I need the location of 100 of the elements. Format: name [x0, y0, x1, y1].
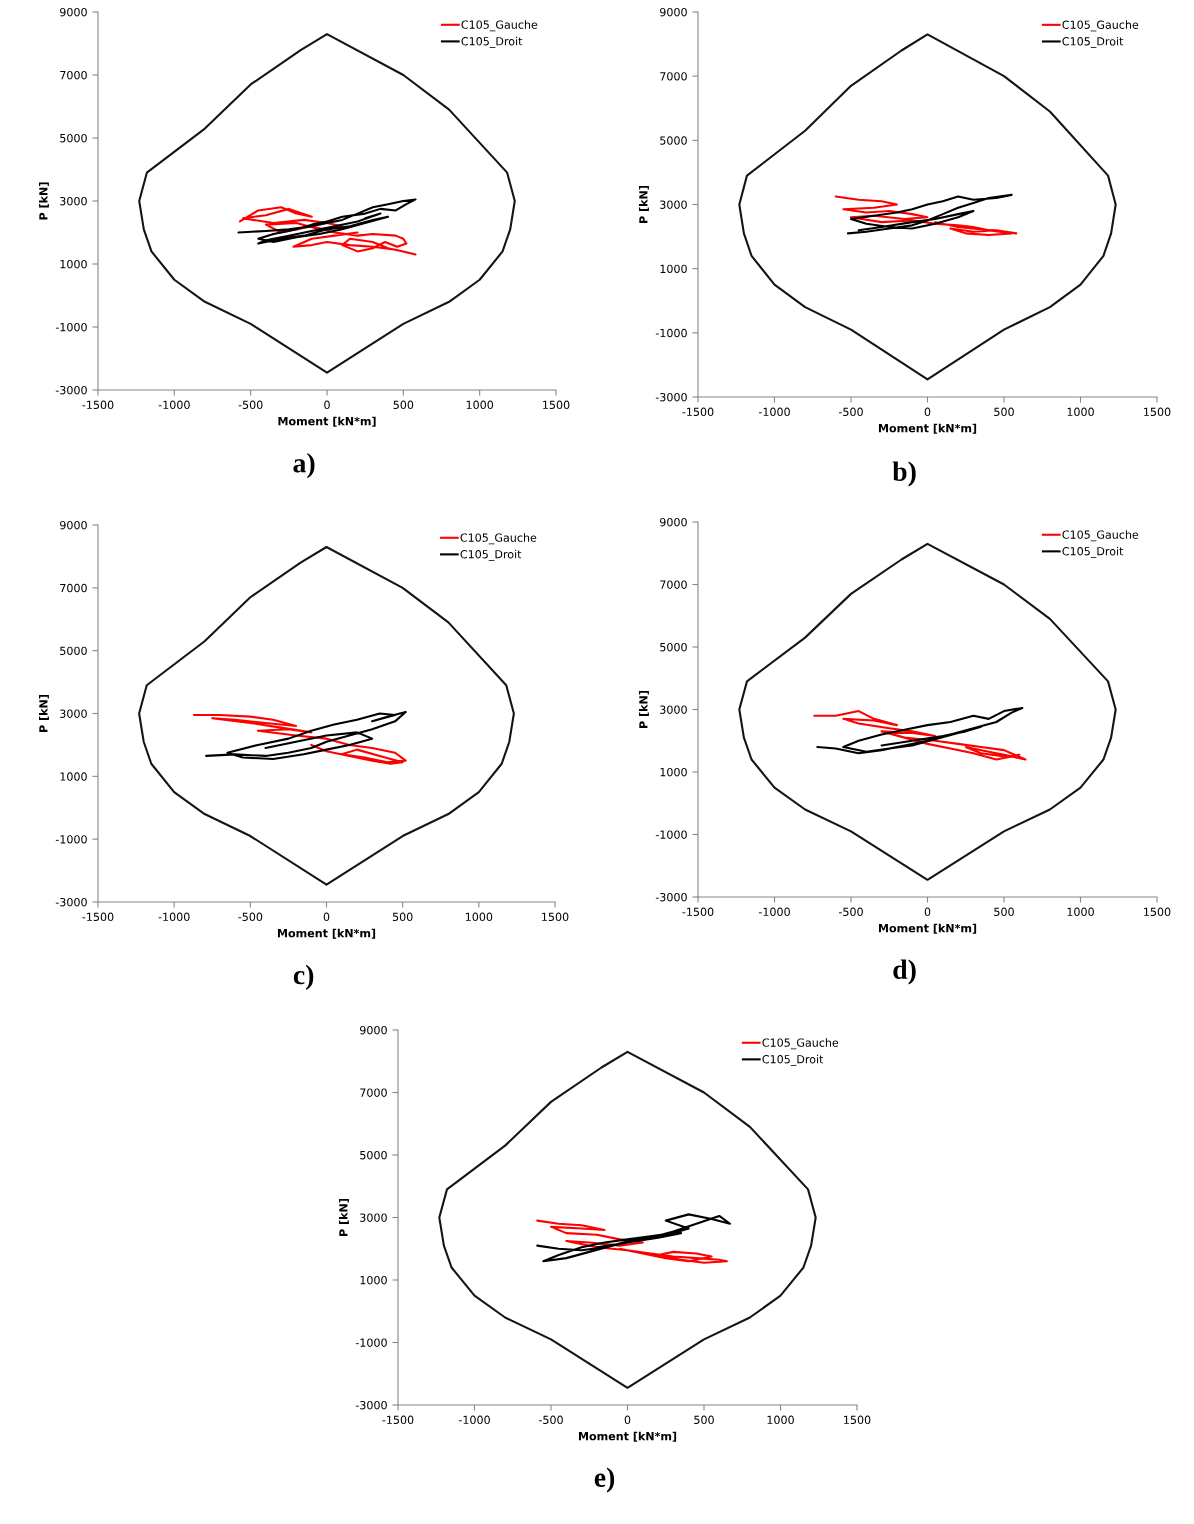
y-tick-label: -3000	[655, 392, 687, 402]
y-tick-label: 1000	[360, 1275, 387, 1285]
y-axis-title: P [kN]	[638, 691, 649, 728]
legend-label: C105_Droit	[762, 1054, 824, 1066]
y-tick-label: 7000	[660, 580, 687, 589]
y-tick-label: 5000	[60, 646, 87, 656]
y-tick-label: 3000	[360, 1213, 387, 1222]
x-tick-label: 1000	[465, 912, 493, 922]
x-tick-label: -1000	[758, 407, 790, 417]
y-tick-label: 1000	[660, 264, 687, 274]
x-tick-label: -1500	[82, 912, 114, 922]
x-tick-label: 500	[393, 400, 414, 410]
y-tick-label: -1000	[55, 322, 87, 332]
y-tick-label: -1000	[655, 830, 687, 839]
line-series	[834, 195, 1018, 237]
y-tick-label: 7000	[60, 583, 87, 593]
legend-label: C105_Droit	[460, 549, 522, 561]
y-tick-label: -3000	[355, 1400, 387, 1410]
y-tick-label: -3000	[55, 385, 87, 395]
x-tick-label: -1500	[682, 907, 714, 917]
x-tick-label: -1000	[758, 907, 790, 917]
y-tick-label: 9000	[660, 517, 687, 527]
legend-label: C105_Gauche	[460, 533, 537, 545]
x-tick-label: 0	[924, 907, 931, 917]
y-tick-label: 5000	[360, 1150, 387, 1160]
line-series	[813, 710, 1027, 761]
text: e)	[594, 1467, 615, 1493]
y-tick-label: 9000	[60, 520, 87, 530]
x-axis-title: Moment [kN*m]	[578, 1431, 677, 1442]
x-axis-title: Moment [kN*m]	[878, 923, 977, 934]
x-tick-label: 1000	[1067, 907, 1094, 917]
y-tick-label: 1000	[660, 767, 687, 777]
x-axis-title: Moment [kN*m]	[277, 928, 376, 939]
line-series	[816, 706, 1024, 755]
y-tick-label: 9000	[360, 1025, 387, 1035]
y-axis-title: P [kN]	[38, 182, 49, 220]
y-tick-label: -3000	[655, 892, 687, 902]
y-tick-label: -3000	[55, 897, 87, 907]
line-series	[192, 714, 407, 765]
y-tick-label: 9000	[660, 7, 687, 17]
x-tick-label: 1500	[844, 1415, 871, 1425]
x-tick-label: 1500	[1144, 907, 1171, 917]
y-tick-label: 5000	[660, 136, 687, 145]
y-tick-label: 9000	[60, 7, 87, 17]
y-tick-label: 5000	[60, 133, 87, 143]
x-tick-label: 1000	[466, 400, 494, 410]
x-tick-label: -500	[238, 912, 263, 922]
legend-label: C105_Droit	[1062, 546, 1124, 558]
x-tick-label: 500	[392, 912, 413, 922]
y-tick-label: -1000	[655, 328, 687, 338]
x-tick-label: -500	[538, 1415, 563, 1425]
x-tick-label: -500	[838, 907, 863, 917]
y-axis-title: P [kN]	[38, 695, 49, 732]
x-tick-label: -1000	[158, 400, 190, 410]
x-tick-label: -1000	[458, 1415, 490, 1425]
text: c)	[293, 964, 314, 990]
y-tick-label: 5000	[660, 642, 687, 652]
x-tick-label: -500	[838, 407, 863, 417]
x-tick-label: 0	[324, 400, 330, 410]
y-axis-title: P [kN]	[638, 186, 649, 223]
y-tick-label: 3000	[660, 705, 687, 714]
y-tick-label: 3000	[660, 200, 687, 209]
x-tick-label: -1500	[682, 407, 714, 417]
x-tick-label: 1500	[1144, 407, 1171, 417]
x-tick-label: 500	[994, 907, 1014, 917]
x-axis-title: Moment [kN*m]	[878, 423, 977, 434]
x-tick-label: 0	[924, 407, 931, 417]
x-tick-label: -1000	[158, 912, 190, 922]
x-tick-label: 1000	[1067, 407, 1094, 417]
y-tick-label: -1000	[55, 835, 87, 844]
legend-label: C105_Droit	[1062, 36, 1124, 48]
x-axis-title: Moment [kN*m]	[278, 416, 376, 427]
y-tick-label: 1000	[60, 259, 87, 269]
x-tick-label: 0	[323, 912, 330, 922]
y-tick-label: 1000	[60, 772, 87, 781]
legend-label: C105_Gauche	[461, 20, 538, 32]
line-series	[205, 710, 407, 761]
x-tick-label: 0	[624, 1415, 631, 1425]
x-tick-label: -500	[238, 400, 263, 410]
text: b)	[892, 461, 916, 487]
x-tick-label: 1000	[767, 1415, 794, 1425]
y-tick-label: 7000	[660, 72, 687, 81]
x-tick-label: 500	[994, 407, 1014, 417]
legend-label: C105_Gauche	[1062, 20, 1139, 32]
y-tick-label: 3000	[60, 196, 87, 206]
legend-label: C105_Droit	[461, 36, 523, 48]
y-tick-label: 7000	[360, 1088, 387, 1097]
line-series	[536, 1219, 728, 1264]
line-series	[846, 193, 1013, 235]
y-tick-label: 7000	[60, 70, 87, 80]
line-series	[238, 206, 417, 256]
text: a)	[293, 453, 315, 479]
x-tick-label: 500	[694, 1415, 714, 1425]
y-tick-label: 3000	[60, 709, 87, 718]
text: d)	[893, 959, 916, 985]
x-tick-label: -1500	[82, 400, 114, 410]
y-tick-label: -1000	[355, 1338, 387, 1347]
line-series	[237, 198, 417, 245]
x-tick-label: -1500	[382, 1415, 414, 1425]
y-axis-title: P [kN]	[338, 1199, 349, 1236]
